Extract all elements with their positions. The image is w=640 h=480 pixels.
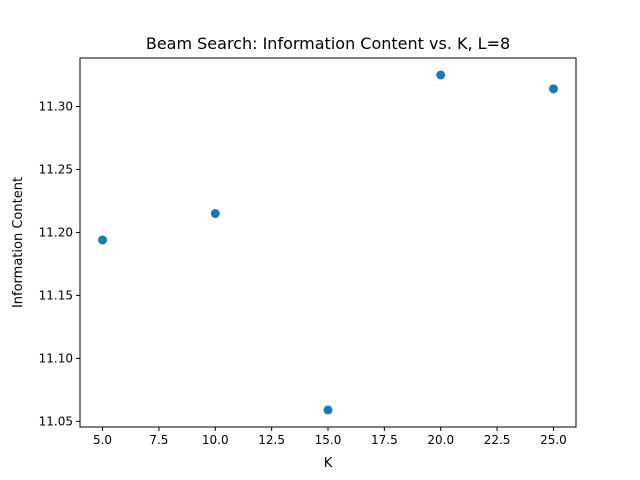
y-tick-label: 11.15 bbox=[39, 288, 73, 302]
x-tick-label: 7.5 bbox=[149, 433, 168, 447]
y-tick-label: 11.25 bbox=[39, 162, 73, 176]
x-axis: 5.0 7.5 10.0 12.5 15.0 17.5 20.0 22.5 25.0 bbox=[93, 427, 567, 447]
x-tick-label: 10.0 bbox=[202, 433, 229, 447]
y-axis-label: Information Content bbox=[11, 177, 26, 308]
data-point bbox=[436, 70, 446, 80]
data-point bbox=[210, 209, 220, 219]
y-axis: 11.05 11.10 11.15 11.20 11.25 11.30 bbox=[39, 99, 80, 428]
data-point bbox=[323, 405, 333, 415]
x-axis-label: K bbox=[324, 456, 333, 471]
x-tick-label: 12.5 bbox=[258, 433, 285, 447]
y-tick-label: 11.05 bbox=[39, 414, 73, 428]
x-tick-label: 5.0 bbox=[93, 433, 112, 447]
y-tick-label: 11.20 bbox=[39, 225, 73, 239]
chart-title: Beam Search: Information Content vs. K, … bbox=[146, 34, 510, 53]
x-tick-label: 20.0 bbox=[427, 433, 454, 447]
data-point bbox=[98, 235, 108, 245]
x-tick-label: 17.5 bbox=[371, 433, 398, 447]
data-point bbox=[548, 84, 558, 94]
data-points bbox=[98, 70, 558, 415]
x-tick-label: 22.5 bbox=[484, 433, 511, 447]
y-tick-label: 11.10 bbox=[39, 351, 73, 365]
plot-area-frame bbox=[79, 57, 577, 428]
x-tick-label: 25.0 bbox=[540, 433, 567, 447]
y-tick-label: 11.30 bbox=[39, 99, 73, 113]
x-tick-label: 15.0 bbox=[315, 433, 342, 447]
